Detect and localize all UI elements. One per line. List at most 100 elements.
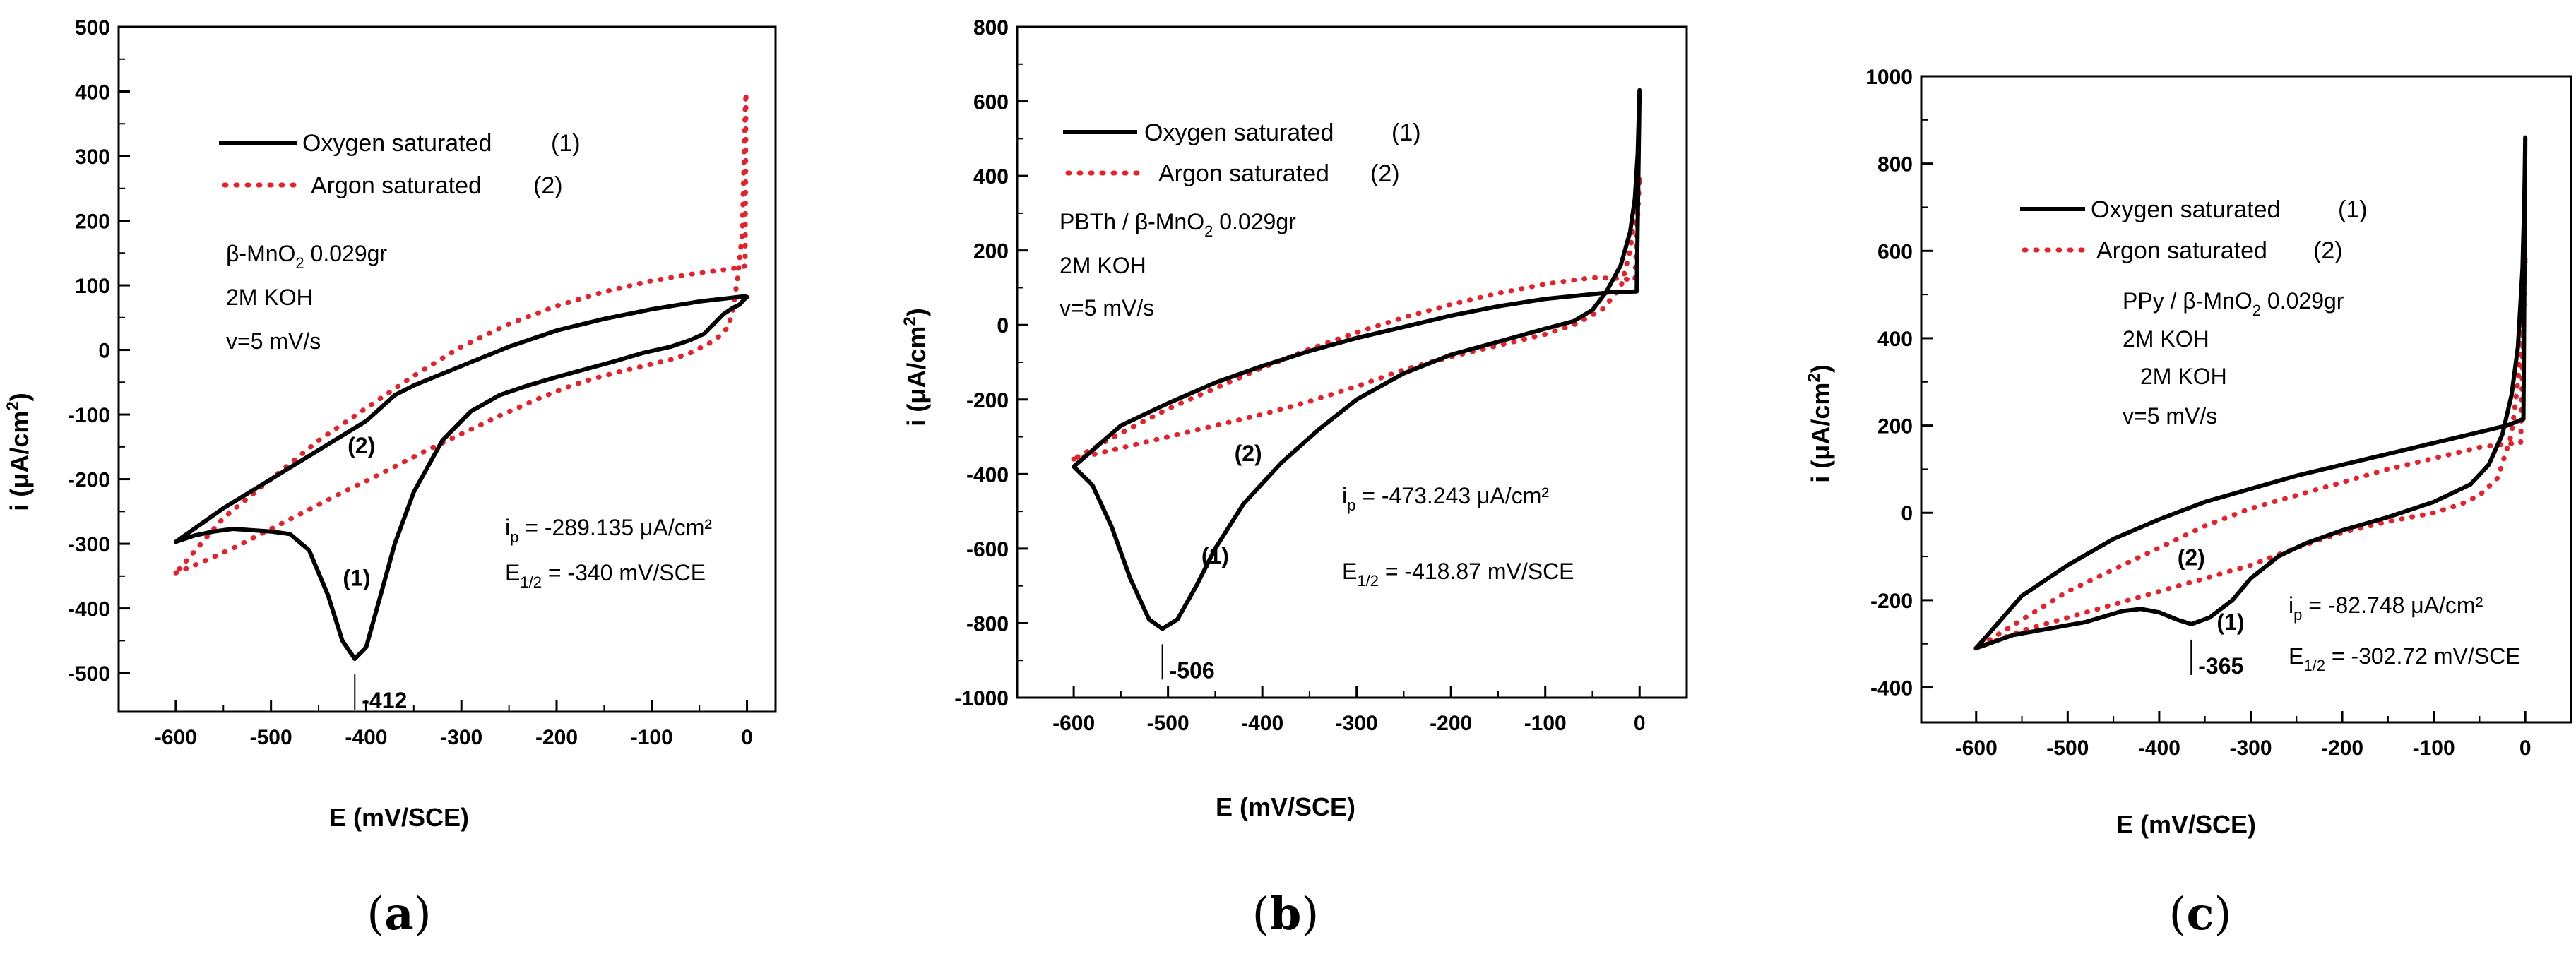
- panel-c-e12: E1/2 = -302.72 mV/SCE: [2289, 643, 2521, 674]
- legend-argon-label: Argon saturated: [1158, 160, 1329, 187]
- panel-b-legend: Oxygen saturated (1) Argon saturated (2): [1063, 119, 1421, 187]
- series-argon-saturated: [173, 90, 749, 576]
- panel-c-scan-rate: v=5 mV/s: [2123, 403, 2217, 429]
- y-tick-label: 200: [75, 210, 110, 234]
- x-tick-label: -500: [250, 726, 292, 749]
- panel-c-axes: -400 -200 0 200 400 600 800 1000 -600 -500 -400 -30…: [1865, 66, 2572, 760]
- panel-c-legend: Oxygen saturated (1) Argon saturated (2): [2020, 196, 2368, 264]
- panel-b-axes: -1000 -800 -600 -400 -200 0 200 400 600 800 -600 -5…: [954, 16, 1688, 735]
- y-tick-label: 0: [1901, 502, 1913, 525]
- panel-b-plot: (1) (2) -506: [1071, 88, 1642, 683]
- panel-a-axes: -500 -400 -300 -200 -100 0 100 200 300 400 500 -600…: [68, 16, 777, 749]
- y-tick-label: 800: [973, 16, 1009, 40]
- x-tick-label: -300: [2229, 737, 2272, 760]
- y-tick-label: -800: [966, 612, 1009, 636]
- y-tick-label: 800: [1877, 153, 1913, 177]
- panel-a-electrolyte: 2M KOH: [226, 285, 313, 310]
- panel-b-y-axis-label: i (μA/cm2): [901, 308, 931, 426]
- panel-b-label: (b): [1252, 888, 1319, 941]
- x-tick-label: -600: [155, 726, 197, 749]
- legend-argon-label: Argon saturated: [2096, 237, 2267, 264]
- y-tick-label: 400: [973, 165, 1009, 189]
- y-tick-label: 400: [1877, 328, 1913, 351]
- curve-label: (2): [2178, 544, 2205, 570]
- y-tick-label: 1000: [1865, 66, 1913, 89]
- y-tick-label: -200: [1870, 590, 1913, 613]
- panel-a-y-axis-label: i (μA/cm2): [4, 393, 34, 511]
- x-tick-label: -500: [2046, 737, 2089, 760]
- curve-label: (1): [343, 566, 370, 591]
- panel-c-label: (c): [2169, 888, 2232, 941]
- legend-oxygen-label: Oxygen saturated: [1144, 119, 1334, 146]
- panel-b-ip: ip = -473.243 μA/cm²: [1342, 483, 1549, 514]
- legend-oxygen-tag: (1): [1391, 119, 1421, 146]
- y-tick-label: 100: [75, 275, 110, 298]
- y-tick-label: -400: [966, 463, 1009, 487]
- x-tick-label: -200: [2321, 737, 2363, 760]
- curve-label: (1): [1201, 543, 1229, 568]
- y-tick-label: 600: [973, 91, 1009, 114]
- x-tick-label: -100: [1524, 712, 1567, 735]
- series-argon-saturated: [1973, 253, 2528, 651]
- plot-frame: [1016, 25, 1688, 699]
- y-tick-label: -300: [68, 533, 110, 556]
- y-tick-label: -200: [68, 469, 110, 492]
- panel-c-x-axis-label: E (mV/SCE): [2116, 810, 2256, 839]
- y-tick-label: 200: [1877, 415, 1913, 439]
- peak-label: -365: [2198, 653, 2243, 679]
- y-tick-label: 200: [973, 240, 1009, 263]
- x-tick-label: 0: [1634, 712, 1646, 735]
- y-tick-label: 400: [75, 81, 110, 105]
- panel-c-electrolyte: 2M KOH: [2123, 326, 2209, 352]
- x-tick-label: -300: [1336, 712, 1378, 735]
- panel-b-electrolyte: 2M KOH: [1060, 253, 1146, 278]
- legend-oxygen-label: Oxygen saturated: [2091, 196, 2280, 223]
- x-tick-label: -400: [2138, 737, 2180, 760]
- legend-argon-label: Argon saturated: [311, 172, 482, 199]
- y-tick-label: 500: [75, 16, 110, 40]
- x-tick-label: -400: [1241, 712, 1283, 735]
- x-tick-label: -600: [1052, 712, 1095, 735]
- legend-oxygen-label: Oxygen saturated: [302, 130, 492, 157]
- panel-b-e12: E1/2 = -418.87 mV/SCE: [1342, 559, 1574, 590]
- series-oxygen-saturated: [173, 294, 749, 661]
- y-tick-label: -200: [966, 389, 1009, 412]
- x-tick-label: -500: [1147, 712, 1189, 735]
- plot-frame: [117, 25, 777, 713]
- panel-a-legend: Oxygen saturated (1) Argon saturated (2): [219, 130, 581, 199]
- panel-b-sample: PBTh / β-MnO2 0.029gr: [1060, 209, 1296, 240]
- legend-argon-tag: (2): [533, 172, 563, 199]
- panel-a-label: (a): [367, 888, 431, 941]
- x-tick-label: -200: [535, 726, 578, 749]
- y-tick-label: -500: [68, 662, 110, 686]
- curve-label: (1): [2216, 609, 2244, 635]
- x-tick-label: -100: [631, 726, 673, 749]
- panel-c-y-axis-label: i (μA/cm2): [1805, 364, 1835, 482]
- curve-label: (2): [348, 433, 375, 458]
- panel-c-ip: ip = -82.748 μA/cm²: [2289, 592, 2483, 624]
- y-tick-label: -400: [68, 598, 110, 621]
- x-tick-label: -100: [2413, 737, 2455, 760]
- panel-b-scan-rate: v=5 mV/s: [1060, 295, 1154, 321]
- y-tick-label: -100: [68, 404, 110, 427]
- x-tick-label: 0: [741, 726, 753, 749]
- panel-a-plot: (1) (2) -412: [173, 90, 749, 713]
- x-tick-label: -400: [345, 726, 387, 749]
- y-tick-label: -1000: [954, 687, 1009, 710]
- legend-argon-tag: (2): [2313, 237, 2343, 264]
- panel-a-x-axis-label: E (mV/SCE): [329, 803, 469, 832]
- panel-a-e12: E1/2 = -340 mV/SCE: [505, 560, 706, 591]
- series-oxygen-saturated: [1072, 88, 1642, 631]
- panel-c-electrolyte-2: 2M KOH: [2140, 364, 2227, 389]
- y-tick-label: -600: [966, 538, 1009, 561]
- x-tick-label: -200: [1430, 712, 1472, 735]
- panel-a-sample: β-MnO2 0.029gr: [226, 241, 387, 272]
- panel-a-ip: ip = -289.135 μA/cm²: [505, 515, 712, 546]
- peak-label: -506: [1170, 657, 1215, 683]
- x-tick-label: -300: [440, 726, 482, 749]
- legend-oxygen-tag: (1): [2338, 196, 2368, 223]
- panel-c-plot: (1) (2) -365: [1973, 135, 2528, 679]
- series-oxygen-saturated: [1973, 135, 2528, 650]
- panel-c-sample: PPy / β-MnO2 0.029gr: [2123, 288, 2344, 319]
